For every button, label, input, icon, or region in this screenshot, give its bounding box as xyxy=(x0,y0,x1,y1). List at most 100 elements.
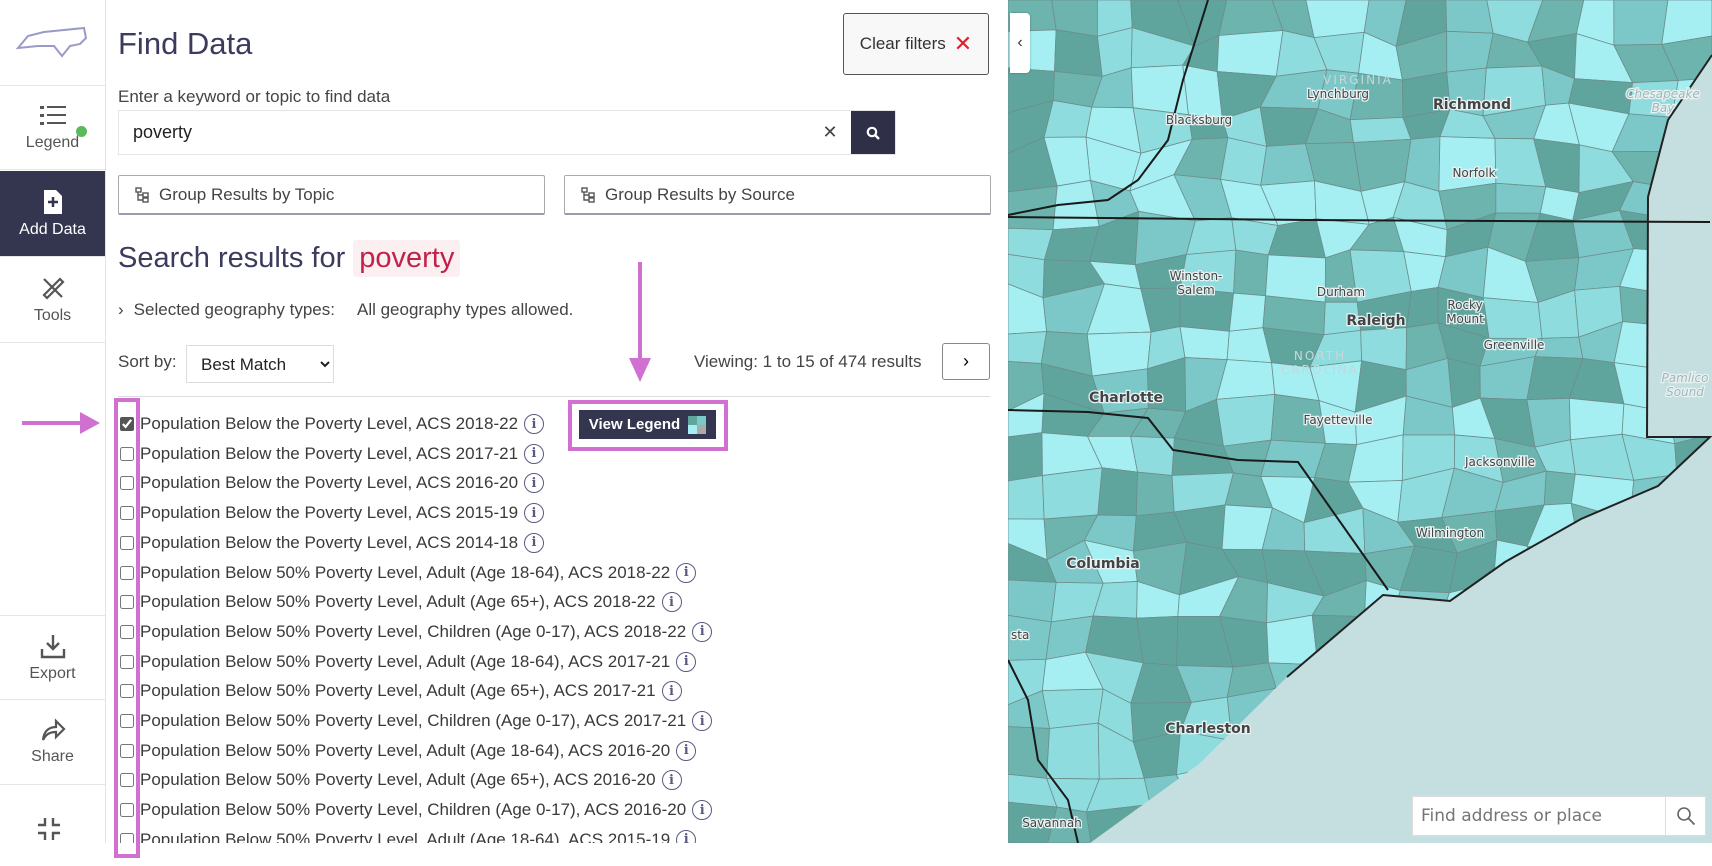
county-region[interactable] xyxy=(1526,397,1571,448)
county-region[interactable] xyxy=(1665,324,1712,377)
county-region[interactable] xyxy=(1260,439,1326,478)
keyword-search-input[interactable] xyxy=(119,111,809,154)
info-icon[interactable]: i xyxy=(676,562,697,583)
sidebar-item-add-data[interactable]: Add Data xyxy=(0,171,105,257)
county-region[interactable] xyxy=(1665,250,1712,300)
info-icon[interactable]: i xyxy=(524,473,545,494)
county-region[interactable] xyxy=(1135,471,1175,517)
result-label[interactable]: Population Below 50% Poverty Level, Adul… xyxy=(140,681,656,701)
county-region[interactable] xyxy=(1321,688,1369,726)
result-checkbox[interactable] xyxy=(120,506,134,521)
county-region[interactable] xyxy=(1228,292,1266,332)
result-label[interactable]: Population Below 50% Poverty Level, Adul… xyxy=(140,592,656,612)
county-region[interactable] xyxy=(1656,591,1712,632)
county-region[interactable] xyxy=(1216,29,1284,77)
result-item[interactable]: Population Below the Poverty Level, ACS … xyxy=(120,440,545,468)
result-checkbox[interactable] xyxy=(120,654,134,669)
county-region[interactable] xyxy=(1617,650,1676,694)
county-region[interactable] xyxy=(1662,654,1712,690)
result-item[interactable]: Population Below 50% Poverty Level, Adul… xyxy=(120,826,697,843)
result-label[interactable]: Population Below the Poverty Level, ACS … xyxy=(140,473,519,493)
result-checkbox[interactable] xyxy=(120,595,134,610)
result-checkbox[interactable] xyxy=(120,743,134,758)
county-region[interactable] xyxy=(1495,182,1547,214)
county-region[interactable] xyxy=(1527,696,1582,732)
result-checkbox[interactable] xyxy=(120,535,134,550)
county-region[interactable] xyxy=(1543,470,1576,506)
county-region[interactable] xyxy=(1669,724,1712,778)
county-region[interactable] xyxy=(1358,814,1411,843)
county-region[interactable] xyxy=(1617,615,1676,656)
result-item[interactable]: Population Below 50% Poverty Level, Chil… xyxy=(120,707,713,735)
info-icon[interactable]: i xyxy=(661,770,682,791)
result-item[interactable]: Population Below 50% Poverty Level, Chil… xyxy=(120,796,713,824)
county-region[interactable] xyxy=(1264,724,1328,772)
county-region[interactable] xyxy=(1266,799,1317,843)
info-icon[interactable]: i xyxy=(692,711,713,731)
county-region[interactable] xyxy=(1350,685,1409,726)
group-by-source-button[interactable]: Group Results by Source xyxy=(564,175,991,215)
county-region[interactable] xyxy=(1670,615,1712,664)
result-item[interactable]: Population Below 50% Poverty Level, Adul… xyxy=(120,648,697,676)
sidebar-item-share[interactable]: Share xyxy=(0,700,105,785)
result-label[interactable]: Population Below the Poverty Level, ACS … xyxy=(140,532,519,552)
info-icon[interactable]: i xyxy=(676,651,697,672)
county-region[interactable] xyxy=(1227,799,1272,843)
county-region[interactable] xyxy=(1579,730,1632,771)
county-region[interactable] xyxy=(1354,762,1411,816)
search-button[interactable] xyxy=(851,111,895,154)
county-region[interactable] xyxy=(1671,473,1712,504)
county-region[interactable] xyxy=(1579,554,1629,592)
result-label[interactable]: Population Below 50% Poverty Level, Adul… xyxy=(140,562,671,582)
county-region[interactable] xyxy=(1489,726,1542,775)
county-region[interactable] xyxy=(1671,502,1712,559)
county-region[interactable] xyxy=(1629,688,1676,739)
county-region[interactable] xyxy=(1525,590,1589,633)
sidebar-item-legend[interactable]: Legend xyxy=(0,85,105,170)
county-region[interactable] xyxy=(1317,663,1371,704)
county-region[interactable] xyxy=(1315,762,1360,816)
county-region[interactable] xyxy=(1527,726,1590,771)
county-region[interactable] xyxy=(1042,467,1103,520)
county-region[interactable] xyxy=(1440,649,1505,700)
geography-toggle[interactable]: › Selected geography types: All geography … xyxy=(118,300,573,320)
county-region[interactable] xyxy=(1406,286,1439,329)
county-region[interactable] xyxy=(1143,774,1193,806)
county-region[interactable] xyxy=(1656,543,1712,597)
county-region[interactable] xyxy=(1350,663,1409,704)
result-item[interactable]: Population Below the Poverty Level, ACS … xyxy=(120,529,545,557)
info-icon[interactable]: i xyxy=(524,443,545,464)
county-region[interactable] xyxy=(1482,692,1535,743)
county-region[interactable] xyxy=(1324,724,1369,772)
county-region[interactable] xyxy=(1400,663,1454,700)
county-region[interactable] xyxy=(1665,210,1712,255)
county-region[interactable] xyxy=(1401,685,1451,737)
county-region[interactable] xyxy=(1349,116,1412,143)
county-region[interactable] xyxy=(1621,587,1672,624)
result-label[interactable]: Population Below the Poverty Level, ACS … xyxy=(140,503,519,523)
collapse-panel-button[interactable]: ‹ xyxy=(1010,13,1030,73)
result-checkbox[interactable] xyxy=(120,832,134,843)
nc-logo[interactable] xyxy=(14,22,90,63)
county-region[interactable] xyxy=(1661,35,1712,81)
county-region[interactable] xyxy=(1437,622,1505,665)
county-region[interactable] xyxy=(1587,587,1629,633)
county-region[interactable] xyxy=(1354,724,1403,767)
result-label[interactable]: Population Below 50% Poverty Level, Chil… xyxy=(140,621,687,641)
result-checkbox[interactable] xyxy=(120,624,134,639)
county-region[interactable] xyxy=(1482,649,1535,705)
county-region[interactable] xyxy=(1498,761,1542,801)
county-region[interactable] xyxy=(1482,297,1543,339)
county-region[interactable] xyxy=(1054,29,1103,77)
county-region[interactable] xyxy=(1613,0,1669,46)
county-region[interactable] xyxy=(1215,766,1275,802)
county-region[interactable] xyxy=(1179,326,1230,361)
county-region[interactable] xyxy=(1580,650,1631,698)
info-icon[interactable]: i xyxy=(524,532,545,553)
result-checkbox[interactable] xyxy=(120,565,134,580)
county-region[interactable] xyxy=(1264,687,1328,727)
result-item[interactable]: Population Below 50% Poverty Level, Adul… xyxy=(120,559,697,587)
result-checkbox[interactable] xyxy=(120,773,134,788)
county-region[interactable] xyxy=(1008,579,1057,623)
county-region[interactable] xyxy=(1579,692,1632,739)
